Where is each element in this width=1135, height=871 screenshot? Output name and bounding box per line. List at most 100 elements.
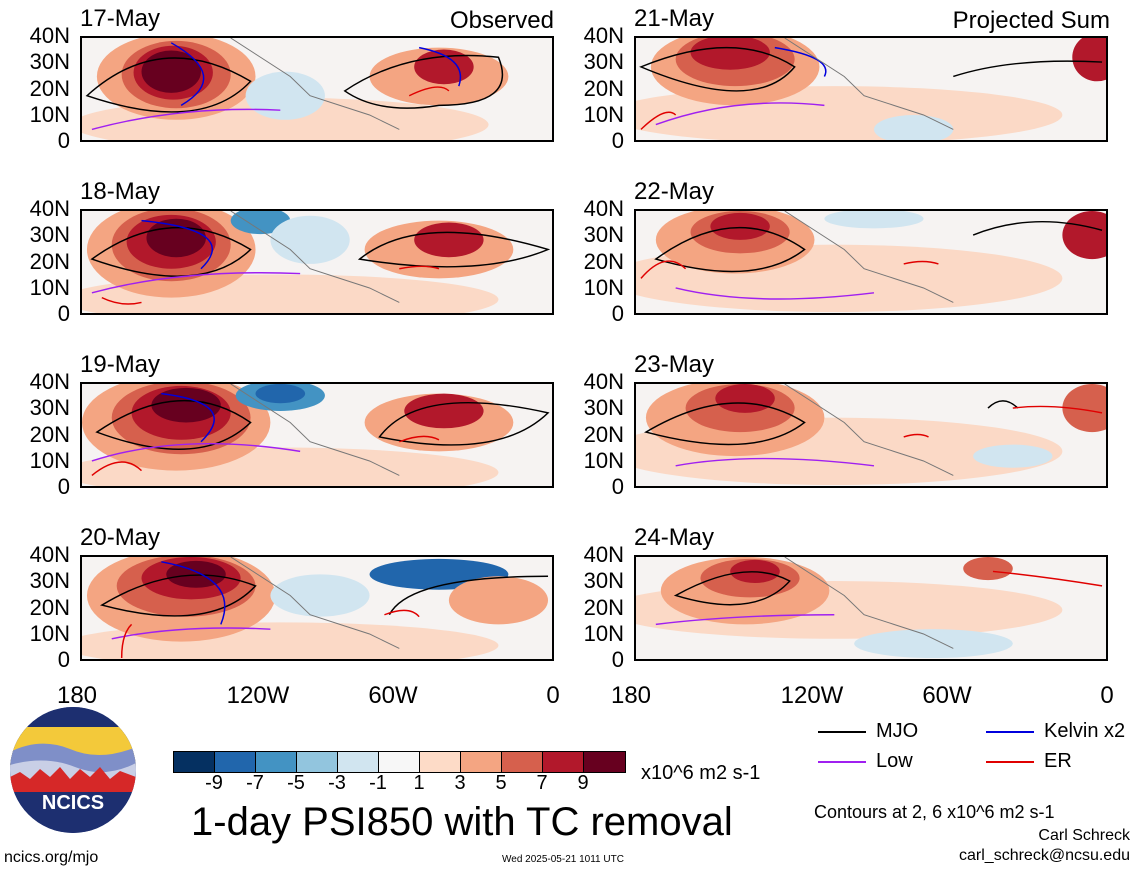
map-panel: [634, 36, 1108, 142]
map-panel: [634, 382, 1108, 488]
panel-date: 23-May: [634, 351, 715, 378]
colorbar-swatch: [256, 752, 297, 772]
figure-title: 1-day PSI850 with TC removal: [191, 800, 733, 844]
y-tick: 30N: [29, 395, 70, 421]
y-tick: 30N: [583, 395, 624, 421]
panel-date: 20-May: [80, 524, 161, 551]
y-tick: 10N: [583, 101, 624, 127]
colorbar-swatch: [215, 752, 256, 772]
y-tick: 20N: [583, 421, 624, 447]
x-tick: 120W: [226, 682, 290, 709]
contours-note: Contours at 2, 6 x10^6 m2 s-1: [814, 802, 1055, 822]
colorbar-swatch: [174, 752, 215, 772]
y-tick: 30N: [583, 222, 624, 248]
y-tick: 40N: [29, 196, 70, 221]
colorbar-swatch: [543, 752, 584, 772]
author-email[interactable]: carl_schreck@ncsu.edu: [959, 847, 1130, 864]
colorbar-units: x10^6 m2 s-1: [641, 762, 761, 784]
x-tick: 60W: [922, 682, 972, 709]
y-tick: 10N: [583, 274, 624, 300]
panel-corner-label: Projected Sum: [952, 7, 1110, 34]
y-tick: 10N: [583, 447, 624, 473]
map-panel: [634, 209, 1108, 315]
ncics-logo: NCICS: [10, 707, 136, 833]
timestamp: Wed 2025-05-21 1011 UTC: [502, 854, 624, 865]
legend-low: Low: [818, 750, 913, 773]
y-tick: 40N: [583, 542, 624, 567]
y-tick: 30N: [29, 49, 70, 75]
map-panel: [80, 36, 554, 142]
colorbar: [173, 751, 626, 773]
colorbar-swatch: [420, 752, 461, 772]
y-tick: 0: [611, 128, 624, 154]
y-tick: 0: [611, 301, 624, 327]
panel-date: 17-May: [80, 5, 161, 32]
colorbar-swatch: [379, 752, 420, 772]
y-tick: 0: [611, 474, 624, 500]
colorbar-label: 9: [577, 772, 589, 794]
y-tick: 10N: [29, 274, 70, 300]
x-tick: 180: [56, 682, 98, 709]
y-tick: 40N: [29, 542, 70, 567]
y-tick: 30N: [583, 49, 624, 75]
colorbar-label: -3: [328, 772, 346, 794]
legend-kelvin: Kelvin x2: [986, 720, 1125, 743]
source-url[interactable]: ncics.org/mjo: [4, 849, 99, 866]
colorbar-swatch: [502, 752, 543, 772]
y-tick: 30N: [29, 568, 70, 594]
panel-date: 19-May: [80, 351, 161, 378]
colorbar-label: -9: [205, 772, 223, 794]
legend-er: ER: [986, 750, 1072, 773]
panel-date: 24-May: [634, 524, 715, 551]
y-tick: 40N: [29, 23, 70, 48]
y-tick: 0: [611, 647, 624, 673]
y-tick: 20N: [583, 248, 624, 274]
y-tick: 20N: [583, 75, 624, 101]
x-tick: 0: [1100, 682, 1114, 709]
y-tick: 0: [57, 647, 70, 673]
panel-corner-label: Observed: [449, 7, 554, 34]
x-tick: 180: [610, 682, 652, 709]
y-tick: 30N: [29, 222, 70, 248]
colorbar-label: 3: [454, 772, 466, 794]
y-tick: 40N: [583, 369, 624, 394]
y-tick: 40N: [29, 369, 70, 394]
colorbar-swatch: [584, 752, 625, 772]
panel-date: 22-May: [634, 178, 715, 205]
colorbar-label: -5: [287, 772, 305, 794]
y-tick: 10N: [29, 447, 70, 473]
y-tick: 0: [57, 474, 70, 500]
colorbar-label: 5: [495, 772, 507, 794]
y-tick: 20N: [29, 594, 70, 620]
x-tick: 120W: [780, 682, 844, 709]
y-tick: 10N: [29, 620, 70, 646]
author-name: Carl Schreck: [1038, 827, 1130, 844]
panel-date: 18-May: [80, 178, 161, 205]
y-tick: 0: [57, 301, 70, 327]
colorbar-swatch: [461, 752, 502, 772]
map-panel: [634, 555, 1108, 661]
panel-date: 21-May: [634, 5, 715, 32]
map-panel: [80, 382, 554, 488]
x-tick: 60W: [368, 682, 418, 709]
colorbar-label: -7: [246, 772, 264, 794]
y-tick: 0: [57, 128, 70, 154]
colorbar-swatch: [338, 752, 379, 772]
y-tick: 20N: [29, 75, 70, 101]
colorbar-swatch: [297, 752, 338, 772]
y-tick: 20N: [583, 594, 624, 620]
colorbar-label: 1: [413, 772, 425, 794]
y-tick: 20N: [29, 421, 70, 447]
map-panel: [80, 209, 554, 315]
y-tick: 10N: [29, 101, 70, 127]
legend-mjo: MJO: [818, 720, 918, 743]
y-tick: 10N: [583, 620, 624, 646]
x-tick: 0: [546, 682, 560, 709]
map-panel: [80, 555, 554, 661]
y-tick: 40N: [583, 23, 624, 48]
y-tick: 20N: [29, 248, 70, 274]
y-tick: 40N: [583, 196, 624, 221]
logo-text: NCICS: [42, 792, 104, 814]
colorbar-label: 7: [536, 772, 548, 794]
colorbar-label: -1: [369, 772, 387, 794]
